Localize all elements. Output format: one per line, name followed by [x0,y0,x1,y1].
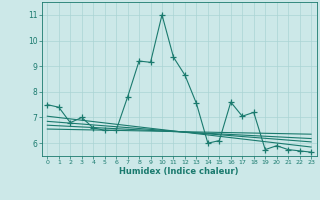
X-axis label: Humidex (Indice chaleur): Humidex (Indice chaleur) [119,167,239,176]
